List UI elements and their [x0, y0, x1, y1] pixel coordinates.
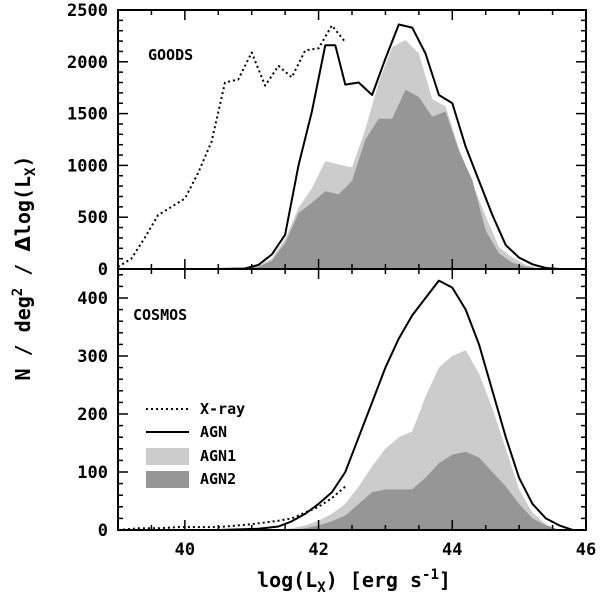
- y-axis-label: N / deg2 / Δlog(LX): [10, 155, 39, 380]
- x-tick-label: 44: [442, 540, 462, 560]
- goods-y-tick-label: 2500: [67, 1, 108, 21]
- goods-agn2-area: [231, 89, 553, 269]
- cosmos-agn-line: [218, 279, 573, 531]
- cosmos-agn2-area: [291, 451, 560, 530]
- cosmos-y-tick-label: 100: [77, 463, 108, 483]
- x-tick-label: 46: [576, 540, 596, 560]
- legend-agn2-label: AGN2: [200, 470, 236, 488]
- x-axis-label: log(LX) [erg s-1]: [257, 567, 451, 596]
- cosmos-y-tick-label: 200: [77, 405, 108, 425]
- cosmos-y-tick-label: 0: [98, 521, 108, 541]
- cosmos-y-tick-label: 400: [77, 289, 108, 309]
- legend-agn2-swatch: [146, 471, 189, 488]
- legend-agn-label: AGN: [200, 423, 227, 441]
- x-tick-label: 42: [308, 540, 328, 560]
- legend-xray-label: X-ray: [200, 400, 245, 418]
- x-tick-label: 40: [175, 540, 195, 560]
- cosmos-panel-label: COSMOS: [133, 306, 187, 324]
- goods-panel: 0 500 1000 1500 2000 2500 GOODS: [67, 1, 587, 280]
- cosmos-y-tick-label: 300: [77, 347, 108, 367]
- goods-y-tick-label: 0: [98, 260, 108, 280]
- goods-y-tick-label: 1000: [67, 156, 108, 176]
- goods-y-tick-label: 500: [77, 208, 108, 228]
- legend: X-ray AGN AGN1 AGN2: [146, 400, 245, 488]
- goods-panel-label: GOODS: [148, 46, 193, 64]
- legend-agn1-swatch: [146, 448, 189, 465]
- cosmos-panel: 0 100 200 300 400 40 42 44 46 COSMOS: [77, 268, 596, 560]
- goods-agn-line: [218, 23, 560, 270]
- goods-y-tick-label: 1500: [67, 105, 108, 125]
- legend-agn1-label: AGN1: [200, 447, 236, 465]
- goods-y-tick-label: 2000: [67, 53, 108, 73]
- cosmos-xray-line: [117, 485, 346, 531]
